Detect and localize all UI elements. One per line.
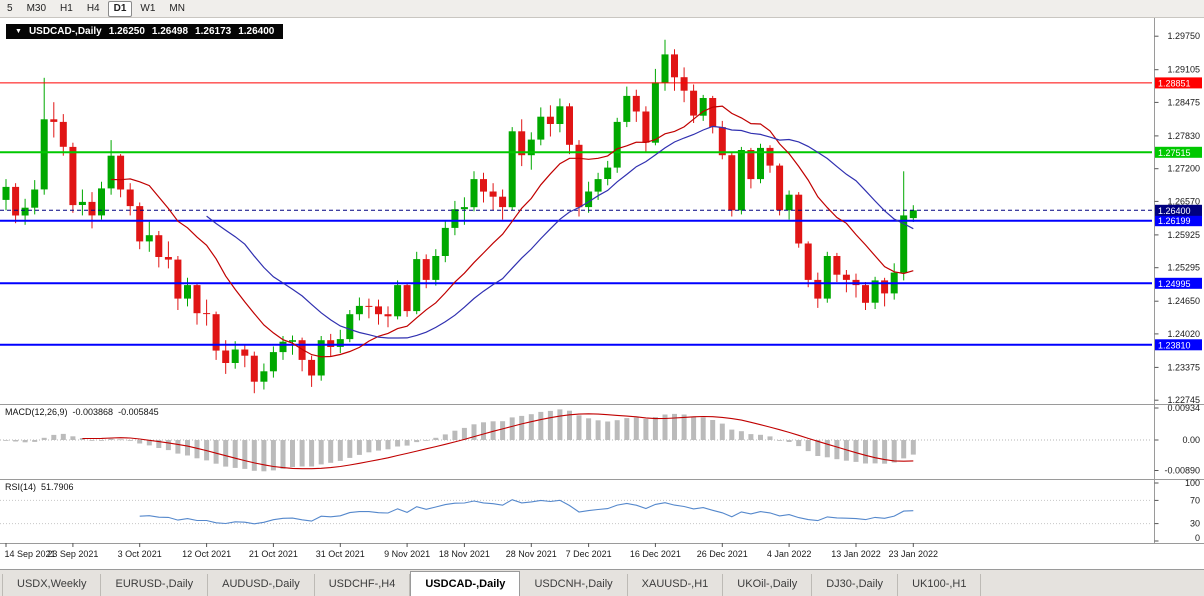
tab-uk100-h1[interactable]: UK100-,H1	[898, 574, 982, 596]
price-axis-tick: 1.26570	[1167, 196, 1200, 206]
rsi-indicator-label: RSI(14) 51.7906	[5, 482, 79, 492]
price-chart-canvas[interactable]: 1.29750 1.29105 1.28475 1.27830 1.27200 1.265…	[0, 18, 1204, 404]
svg-text:1.23810: 1.23810	[1158, 340, 1191, 350]
ohlc-low: 1.26173	[195, 26, 232, 37]
timeframe-button-h1[interactable]: H1	[60, 2, 73, 14]
ohlc-close: 1.26400	[238, 26, 275, 37]
svg-text:1.27515: 1.27515	[1158, 148, 1191, 158]
time-axis-label: 31 Oct 2021	[316, 549, 365, 559]
price-axis-tick: 1.24020	[1167, 329, 1200, 339]
chart-tabs-bar: USDX,Weekly EURUSD-,Daily AUDUSD-,Daily USD…	[0, 569, 1204, 596]
timeframe-button-w1[interactable]: W1	[140, 2, 156, 14]
time-axis-label: 13 Jan 2022	[831, 549, 881, 559]
timeframe-button-h4[interactable]: H4	[86, 2, 100, 14]
macd-main-value: -0.003868	[72, 407, 114, 417]
time-axis-label: 26 Dec 2021	[697, 549, 748, 559]
tab-usdchf-h4[interactable]: USDCHF-,H4	[315, 574, 411, 596]
time-axis-label: 12 Oct 2021	[182, 549, 231, 559]
svg-text:1.26400: 1.26400	[1158, 206, 1191, 216]
time-axis-label: 7 Dec 2021	[566, 549, 612, 559]
time-axis-label: 9 Nov 2021	[384, 549, 430, 559]
price-level-label: 1.26400	[1155, 204, 1202, 216]
price-axis-tick: 1.25925	[1167, 230, 1200, 240]
macd-name: MACD(12,26,9)	[5, 407, 68, 417]
macd-axis-tick: -0.00890	[1164, 466, 1200, 476]
macd-signal-value: -0.005845	[118, 407, 159, 417]
ohlc-high: 1.26498	[151, 26, 189, 37]
time-axis-label: 28 Nov 2021	[506, 549, 557, 559]
time-axis-label: 23 Sep 2021	[47, 549, 98, 559]
rsi-axis-tick: 70	[1190, 495, 1200, 505]
tab-eurusd-daily[interactable]: EURUSD-,Daily	[101, 574, 209, 596]
time-axis-label: 16 Dec 2021	[630, 549, 681, 559]
rsi-panel[interactable]: 100 70 30 0	[0, 479, 1204, 543]
rsi-name: RSI(14)	[5, 482, 37, 492]
horizontal-level-lines[interactable]	[0, 82, 1152, 346]
time-axis-label: 14 Sep 2021	[4, 549, 55, 559]
svg-text:1.24995: 1.24995	[1158, 279, 1191, 289]
moving-average-fast	[111, 105, 914, 358]
price-axis-tick: 1.29105	[1167, 65, 1200, 75]
time-axis-label: 18 Nov 2021	[439, 549, 490, 559]
macd-histogram	[3, 409, 916, 472]
price-axis-tick: 1.28475	[1167, 97, 1200, 107]
ohlc-open: 1.26250	[108, 26, 145, 37]
timeframe-button-5[interactable]: 5	[7, 2, 13, 14]
macd-axis-tick: 0.00	[1182, 435, 1200, 445]
price-axis-tick: 1.27200	[1167, 164, 1200, 174]
rsi-line	[139, 499, 914, 525]
price-axis-tick: 1.29750	[1167, 31, 1200, 41]
tab-xauusd-h1[interactable]: XAUUSD-,H1	[628, 574, 724, 596]
price-level-label: 1.24995	[1155, 277, 1202, 289]
time-axis-label: 23 Jan 2022	[889, 549, 939, 559]
price-axis-tick: 1.22745	[1167, 395, 1200, 404]
price-axis-tick: 1.23375	[1167, 362, 1200, 372]
time-axis-label: 4 Jan 2022	[767, 549, 812, 559]
timeframe-button-m30[interactable]: M30	[26, 2, 47, 14]
price-axis-tick: 1.27830	[1167, 131, 1200, 141]
chart-window-title-bar[interactable]: ▼ USDCAD-,Daily 1.26250 1.26498 1.26173 …	[6, 24, 284, 39]
tab-audusd-daily[interactable]: AUDUSD-,Daily	[208, 574, 315, 596]
macd-signal-line	[82, 413, 914, 470]
rsi-axis-tick: 30	[1190, 519, 1200, 529]
price-level-label: 1.27515	[1155, 146, 1202, 158]
timeframe-toolbar: 5 M30 H1 H4 D1 W1 MN	[0, 0, 1204, 18]
tab-usdcad-daily[interactable]: USDCAD-,Daily	[410, 571, 521, 596]
chart-symbol-label: USDCAD-,Daily	[28, 26, 102, 37]
rsi-value: 51.7906	[41, 482, 74, 492]
price-level-label: 1.26199	[1155, 215, 1202, 227]
price-axis-tick: 1.24650	[1167, 296, 1200, 306]
timeframe-button-mn[interactable]: MN	[169, 2, 185, 14]
svg-text:1.28851: 1.28851	[1158, 78, 1191, 88]
chart-menu-icon[interactable]: ▼	[15, 28, 22, 35]
candlesticks	[2, 39, 917, 394]
macd-axis-tick: 0.00934	[1167, 404, 1200, 413]
moving-average-slow	[206, 125, 914, 339]
tab-dj30-daily[interactable]: DJ30-,Daily	[812, 574, 899, 596]
price-level-label: 1.28851	[1155, 77, 1202, 89]
macd-indicator-label: MACD(12,26,9) -0.003868 -0.005845	[5, 407, 164, 417]
rsi-axis-tick: 0	[1195, 533, 1200, 543]
timeframe-button-d1[interactable]: D1	[107, 0, 133, 17]
tab-ukoil-daily[interactable]: UKOil-,Daily	[723, 574, 813, 596]
svg-text:1.26199: 1.26199	[1158, 216, 1191, 226]
price-level-label: 1.23810	[1155, 339, 1202, 351]
tab-usdcnh-daily[interactable]: USDCNH-,Daily	[520, 574, 628, 596]
price-axis-tick: 1.25295	[1167, 263, 1200, 273]
rsi-axis-tick: 100	[1185, 479, 1200, 488]
time-axis-label: 21 Oct 2021	[249, 549, 298, 559]
time-axis-label: 3 Oct 2021	[118, 549, 162, 559]
tab-usdx-weekly[interactable]: USDX,Weekly	[2, 574, 102, 596]
macd-panel[interactable]: 0.00934 0.00 -0.00890	[0, 404, 1204, 479]
